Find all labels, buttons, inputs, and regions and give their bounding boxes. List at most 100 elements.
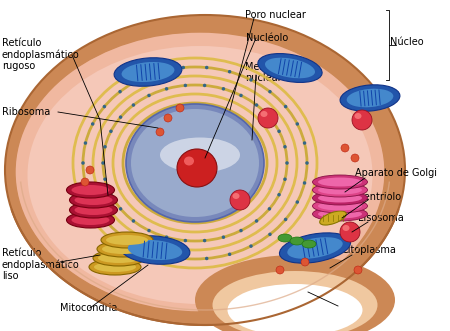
Ellipse shape [72,185,109,195]
Ellipse shape [285,161,289,165]
Ellipse shape [122,62,175,82]
Ellipse shape [84,181,87,185]
Ellipse shape [106,235,148,245]
Ellipse shape [265,58,315,78]
Ellipse shape [354,266,362,274]
Ellipse shape [103,145,107,149]
Ellipse shape [340,85,400,111]
Ellipse shape [277,129,281,133]
Ellipse shape [255,219,258,223]
Ellipse shape [212,271,378,331]
Ellipse shape [176,104,184,112]
Ellipse shape [86,166,94,174]
Ellipse shape [228,70,231,73]
Ellipse shape [312,183,368,197]
Ellipse shape [98,253,140,263]
Text: Ribosoma: Ribosoma [2,107,50,117]
Ellipse shape [101,161,105,165]
Ellipse shape [296,122,299,126]
Ellipse shape [164,114,172,122]
Ellipse shape [318,194,362,203]
Ellipse shape [72,215,109,225]
Ellipse shape [103,105,106,108]
Ellipse shape [118,90,122,93]
Ellipse shape [341,144,349,152]
Ellipse shape [89,259,141,275]
Ellipse shape [119,116,122,119]
Text: Poro nuclear: Poro nuclear [245,10,306,20]
Ellipse shape [94,262,136,272]
Ellipse shape [137,244,141,248]
Ellipse shape [318,210,362,218]
Ellipse shape [283,177,287,181]
Text: Membrana
plasmática: Membrana plasmática [328,298,382,320]
Ellipse shape [69,192,117,208]
Ellipse shape [278,234,292,242]
Ellipse shape [5,15,405,325]
Ellipse shape [75,195,112,205]
Ellipse shape [318,202,362,211]
Ellipse shape [75,205,112,215]
Ellipse shape [233,193,239,199]
Ellipse shape [268,233,272,236]
Ellipse shape [103,218,106,221]
Ellipse shape [101,232,153,248]
Text: Mitocondria: Mitocondria [60,303,117,313]
Ellipse shape [277,193,281,197]
Ellipse shape [84,141,87,145]
Ellipse shape [15,32,385,312]
Ellipse shape [181,66,185,69]
Text: Retículo
endoplasmático
liso: Retículo endoplasmático liso [2,248,80,281]
Ellipse shape [69,202,117,218]
Text: Nucléolo: Nucléolo [246,33,288,43]
Ellipse shape [287,237,343,259]
Ellipse shape [261,111,267,117]
Ellipse shape [159,253,162,256]
Ellipse shape [340,222,360,242]
Ellipse shape [184,157,194,166]
Ellipse shape [67,182,114,198]
Ellipse shape [184,84,187,87]
Ellipse shape [276,266,284,274]
Text: Centriolo: Centriolo [358,192,402,202]
Ellipse shape [283,145,287,149]
Ellipse shape [177,149,217,187]
Ellipse shape [312,175,368,189]
Ellipse shape [114,58,182,86]
Ellipse shape [296,200,299,204]
Ellipse shape [239,229,243,232]
Ellipse shape [312,191,368,205]
Ellipse shape [312,207,368,221]
Ellipse shape [302,240,316,248]
Ellipse shape [228,253,231,256]
Ellipse shape [318,185,362,195]
Text: Aparato de Golgi: Aparato de Golgi [355,168,437,178]
Ellipse shape [351,154,359,162]
Ellipse shape [102,244,144,254]
Ellipse shape [184,239,187,242]
Ellipse shape [156,128,164,136]
Ellipse shape [318,177,362,186]
Ellipse shape [228,284,363,331]
Text: Citoplasma: Citoplasma [342,245,397,255]
Ellipse shape [355,113,361,119]
Ellipse shape [165,87,168,91]
Text: Retículo
endoplasmático
rugoso: Retículo endoplasmático rugoso [2,38,80,71]
Ellipse shape [249,244,253,248]
Ellipse shape [126,104,264,222]
Ellipse shape [91,122,94,126]
Ellipse shape [249,78,253,82]
Ellipse shape [132,103,135,107]
Ellipse shape [222,235,225,239]
Text: Lisosoma: Lisosoma [358,213,404,223]
Ellipse shape [205,257,208,260]
Ellipse shape [258,108,278,128]
Ellipse shape [109,193,112,197]
Ellipse shape [120,236,190,264]
Ellipse shape [27,46,373,304]
Ellipse shape [290,237,304,245]
Ellipse shape [147,229,151,232]
Ellipse shape [137,78,141,82]
Ellipse shape [346,89,393,107]
Ellipse shape [195,255,395,331]
